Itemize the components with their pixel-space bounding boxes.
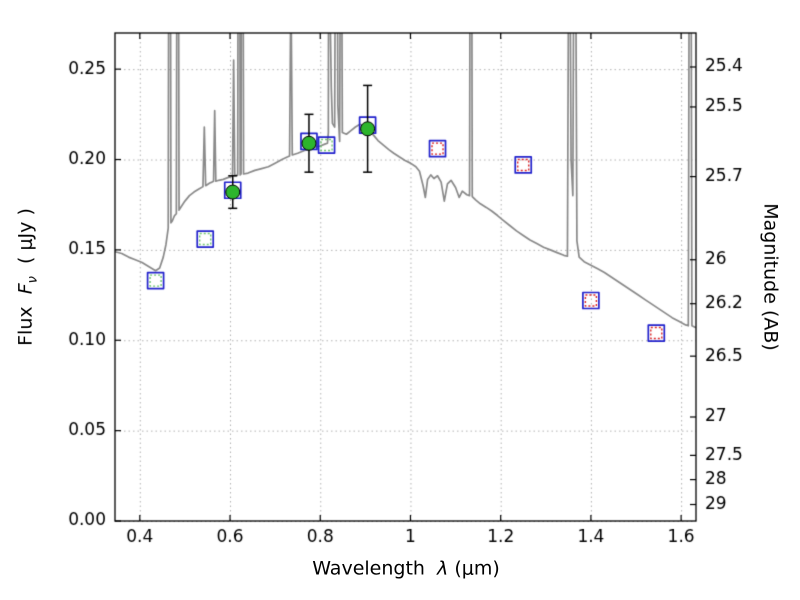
y-axis-label-right: Magnitude (AB) — [759, 203, 782, 351]
x-axis-label-symbol: λ — [437, 557, 449, 580]
x-axis-label: Wavelength λ (μm) — [312, 557, 500, 580]
y-axis-left-word: Flux — [14, 306, 37, 346]
x-axis-label-units: (μm) — [454, 557, 500, 580]
y-axis-left-sub: ν — [25, 276, 41, 284]
y-axis-label-left: Flux Fν ( μJy ) — [14, 208, 41, 346]
y-axis-left-units: ( μJy ) — [14, 208, 37, 264]
y-axis-left-symbol: F — [14, 283, 37, 295]
x-axis-label-word: Wavelength — [312, 557, 425, 580]
